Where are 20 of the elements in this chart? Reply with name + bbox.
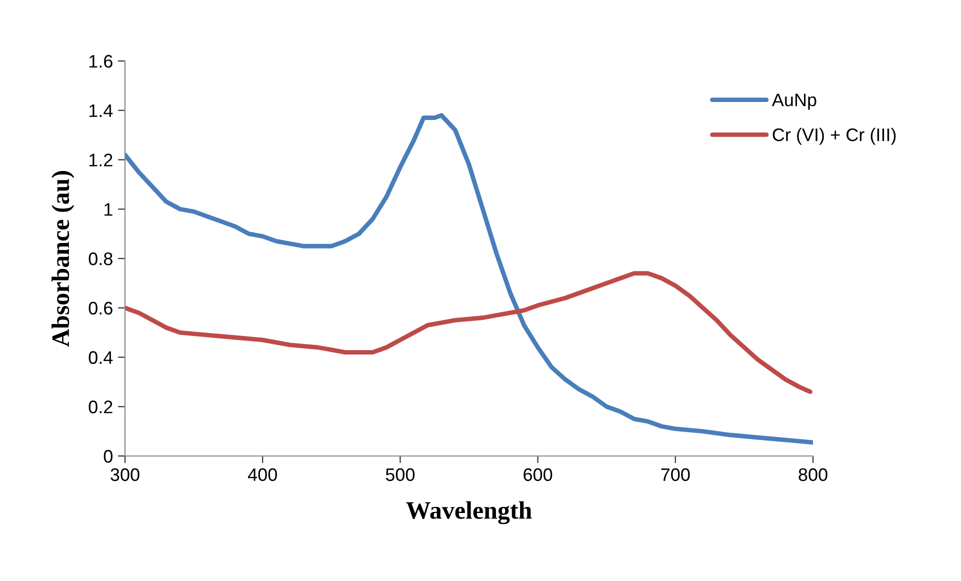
y-tick-label: 0.6	[88, 302, 112, 315]
y-tick-label: 0	[104, 450, 112, 463]
y-tick-label: 0.4	[88, 351, 113, 364]
x-tick-label: 600	[524, 468, 552, 482]
legend-label: AuNp	[772, 94, 816, 110]
y-tick-label: 0.2	[88, 400, 112, 414]
line-series	[125, 271, 812, 394]
x-tick-label: 300	[110, 468, 140, 482]
y-tick-label: 1.6	[89, 54, 112, 68]
x-tick-label: 800	[798, 468, 828, 482]
x-tick-label: 400	[248, 468, 277, 482]
x-tick-label: 500	[386, 468, 415, 482]
y-axis-title: Absorbance (au)	[52, 171, 74, 347]
legend-label: Cr (VI) + Cr (III)	[772, 128, 896, 145]
x-tick-label: 700	[661, 468, 690, 482]
y-tick-label: 1	[104, 203, 112, 216]
y-tick-label: 1.2	[89, 154, 112, 166]
y-tick-label: 1.4	[89, 104, 113, 117]
x-axis-title: Wavelength	[406, 501, 532, 524]
y-tick-label: 0.8	[88, 252, 112, 266]
